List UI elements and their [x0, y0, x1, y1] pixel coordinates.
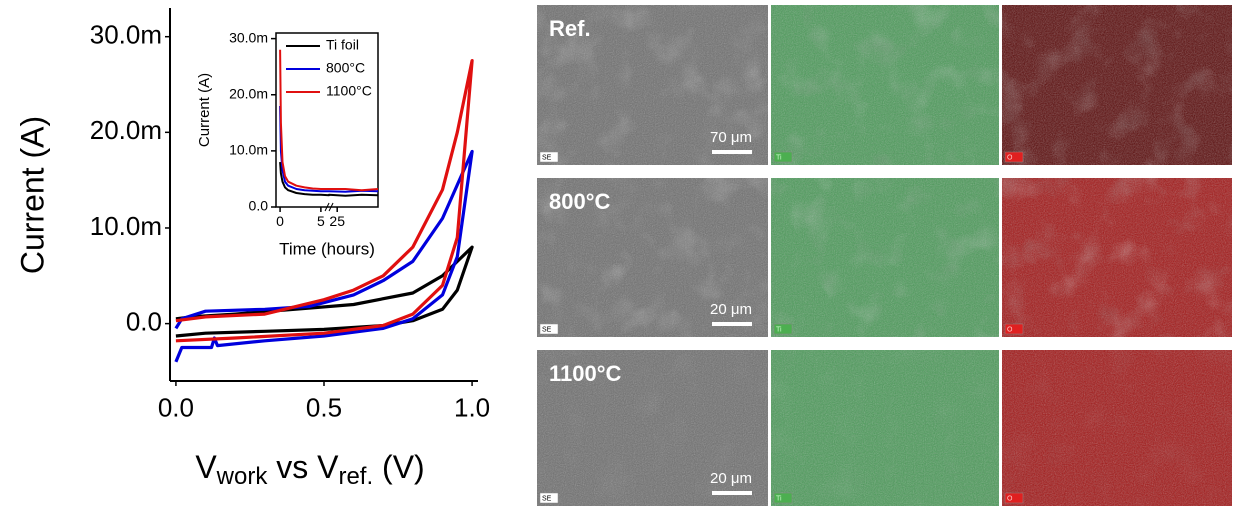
channel-tag-label: SE [542, 154, 552, 161]
legend-label: 1100°C [326, 83, 372, 99]
channel-tag [539, 151, 559, 163]
micrograph-texture [1002, 350, 1232, 506]
channel-tag-label: SE [542, 495, 552, 502]
y-tick-label: 30.0m [90, 20, 162, 50]
channel-tag [1004, 492, 1024, 504]
x-tick-label: 0.0 [158, 392, 194, 422]
scale-bar-label: 70 μm [710, 129, 752, 146]
panel-label: Ref. [549, 16, 591, 41]
micrograph-texture [771, 5, 999, 165]
channel-tag [1004, 151, 1024, 163]
panel-label: 1100°C [549, 361, 622, 386]
series-line [175, 245, 474, 338]
series-line [175, 58, 474, 343]
channel-tag-label: O [1007, 495, 1013, 502]
channel-tag [539, 492, 559, 504]
scale-bar [712, 150, 752, 154]
scale-bar-label: 20 μm [710, 470, 752, 487]
scale-bar [712, 491, 752, 495]
micrograph-texture [1002, 5, 1232, 165]
y-tick-label: 20.0m [90, 115, 162, 145]
micrograph-texture [1002, 178, 1232, 337]
channel-tag-label: Ti [776, 495, 782, 502]
series-line [279, 162, 379, 197]
channel-tag-label: O [1007, 326, 1013, 333]
panel-label: 800°C [549, 189, 611, 214]
channel-tag [773, 492, 793, 504]
x-axis-label-part: ref. [338, 463, 373, 490]
channel-tag [539, 323, 559, 335]
x-tick-label: 0 [276, 213, 284, 229]
y-tick-label: 0.0 [126, 306, 162, 336]
channel-tag-label: Ti [776, 154, 782, 161]
x-tick-label: 0.5 [306, 392, 342, 422]
legend-label: 800°C [326, 60, 365, 76]
scale-bar-label: 20 μm [710, 301, 752, 318]
channel-tag [773, 323, 793, 335]
channel-tag-label: O [1007, 154, 1013, 161]
channel-tag [1004, 323, 1024, 335]
channel-tag-label: Ti [776, 326, 782, 333]
x-axis-label: Vwork vs Vref. (V) [195, 449, 424, 489]
y-tick-label: 0.0 [249, 198, 269, 214]
plot-frame [275, 32, 379, 208]
series-line [279, 49, 379, 192]
channel-tag [773, 151, 793, 163]
y-tick-label: 20.0m [229, 85, 268, 101]
scale-bar [712, 322, 752, 326]
y-tick-label: 10.0m [229, 142, 268, 158]
x-tick-label: 1.0 [454, 392, 490, 422]
y-tick-label: 10.0m [90, 211, 162, 241]
micrograph-texture [771, 350, 999, 506]
inset-y-label: Current (A) [196, 73, 213, 147]
micrograph-texture [537, 178, 768, 337]
x-axis-label-part: vs V [267, 449, 339, 485]
micrograph-texture [537, 5, 768, 165]
x-axis-label-part: V [195, 449, 217, 485]
micrograph-texture [771, 178, 999, 337]
y-tick-label: 30.0m [229, 29, 268, 45]
x-tick-label: 25 [329, 213, 345, 229]
y-axis-label: Current (A) [14, 116, 50, 274]
x-axis-label-part: work [216, 463, 269, 490]
x-tick-label: 5 [317, 213, 325, 229]
x-axis-label-part: (V) [373, 449, 425, 485]
axis-break [324, 202, 334, 212]
legend-label: Ti foil [326, 37, 359, 53]
inset-x-label: Time (hours) [279, 239, 375, 258]
micrograph-texture [537, 350, 768, 506]
series-line [279, 105, 379, 193]
channel-tag-label: SE [542, 326, 552, 333]
